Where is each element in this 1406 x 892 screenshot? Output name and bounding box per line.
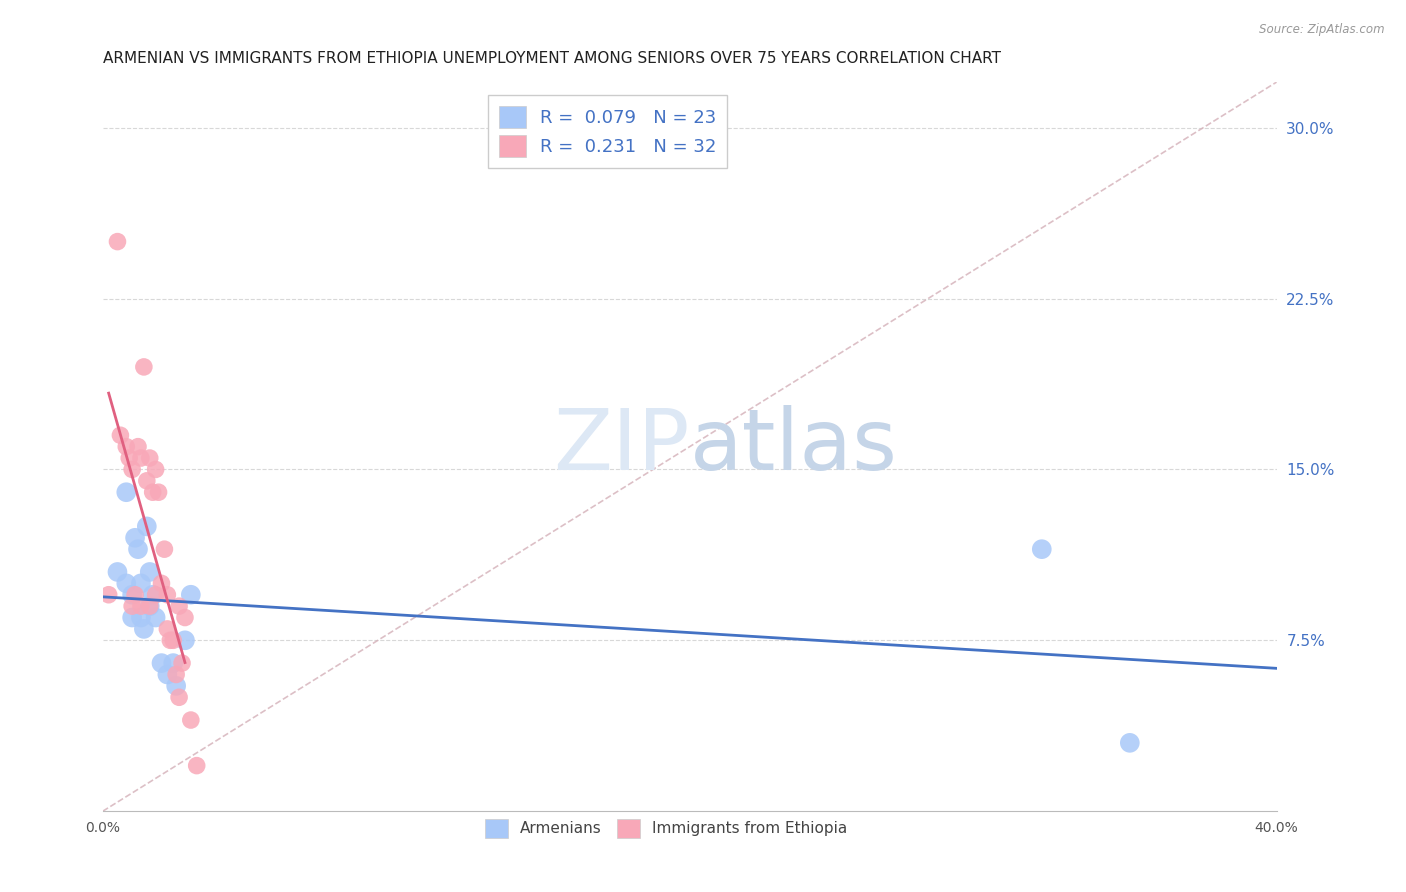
Point	[162, 656, 184, 670]
Point	[124, 588, 146, 602]
Point	[145, 462, 167, 476]
Point	[170, 656, 193, 670]
Point	[174, 610, 197, 624]
Point	[153, 542, 176, 557]
Point	[150, 576, 173, 591]
Point	[186, 758, 208, 772]
Point	[1031, 542, 1053, 557]
Point	[139, 599, 162, 614]
Point	[180, 713, 202, 727]
Point	[107, 235, 129, 249]
Point	[127, 440, 149, 454]
Point	[115, 576, 138, 591]
Point	[97, 588, 120, 602]
Point	[139, 599, 162, 614]
Point	[124, 531, 146, 545]
Point	[121, 599, 143, 614]
Point	[142, 485, 165, 500]
Text: Source: ZipAtlas.com: Source: ZipAtlas.com	[1260, 23, 1385, 37]
Point	[135, 474, 157, 488]
Point	[135, 519, 157, 533]
Point	[165, 679, 187, 693]
Legend: Armenians, Immigrants from Ethiopia: Armenians, Immigrants from Ethiopia	[479, 813, 853, 844]
Point	[129, 599, 152, 614]
Point	[142, 588, 165, 602]
Point	[139, 451, 162, 466]
Point	[115, 485, 138, 500]
Point	[121, 462, 143, 476]
Point	[180, 588, 202, 602]
Text: ARMENIAN VS IMMIGRANTS FROM ETHIOPIA UNEMPLOYMENT AMONG SENIORS OVER 75 YEARS CO: ARMENIAN VS IMMIGRANTS FROM ETHIOPIA UNE…	[103, 51, 1001, 66]
Point	[167, 690, 190, 705]
Point	[107, 565, 129, 579]
Point	[145, 588, 167, 602]
Point	[132, 622, 155, 636]
Point	[110, 428, 132, 442]
Point	[129, 610, 152, 624]
Point	[121, 588, 143, 602]
Text: atlas: atlas	[690, 405, 897, 488]
Point	[156, 667, 179, 681]
Point	[150, 656, 173, 670]
Point	[121, 610, 143, 624]
Text: ZIP: ZIP	[553, 405, 690, 488]
Point	[165, 667, 187, 681]
Point	[156, 622, 179, 636]
Point	[1119, 736, 1142, 750]
Point	[148, 485, 170, 500]
Point	[167, 599, 190, 614]
Point	[162, 633, 184, 648]
Point	[118, 451, 141, 466]
Point	[129, 451, 152, 466]
Point	[115, 440, 138, 454]
Point	[139, 565, 162, 579]
Point	[129, 576, 152, 591]
Point	[132, 359, 155, 374]
Point	[174, 633, 197, 648]
Point	[159, 633, 181, 648]
Point	[156, 588, 179, 602]
Point	[145, 610, 167, 624]
Point	[127, 542, 149, 557]
